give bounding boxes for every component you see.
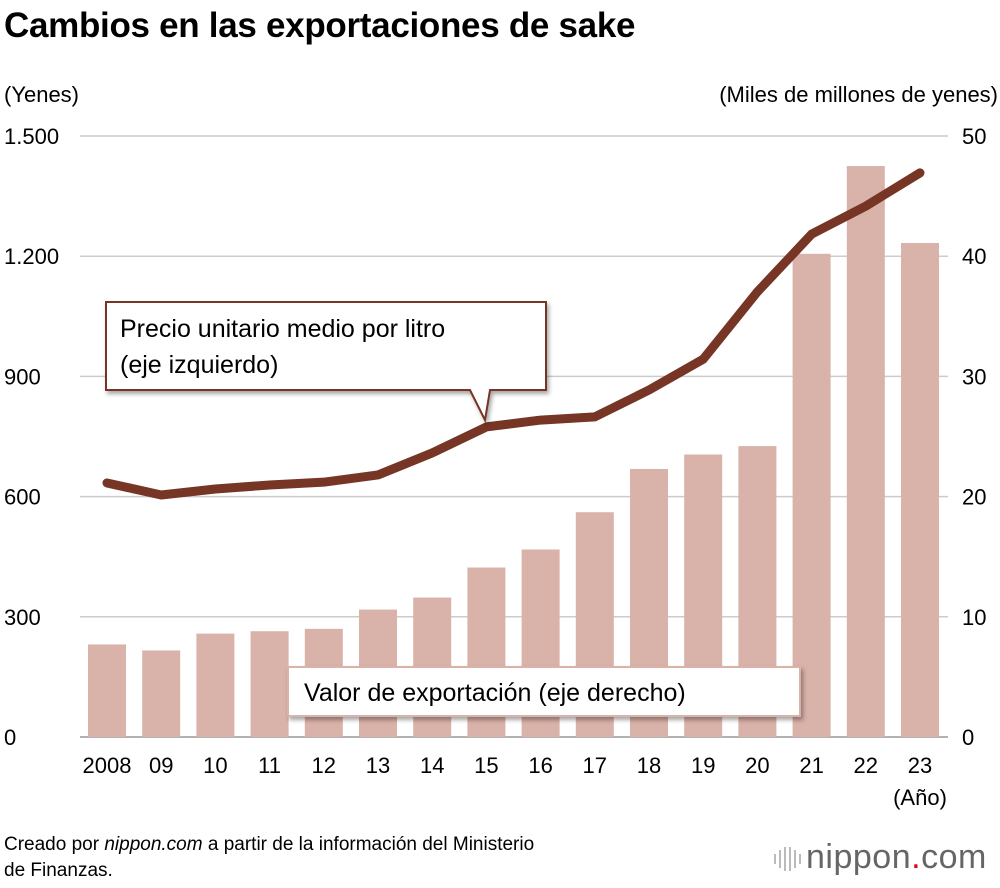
right-tick-label: 40 [962,244,986,269]
bar [846,166,885,738]
x-tick-label: 23 [908,753,932,778]
x-tick-label: 22 [854,753,878,778]
bar [250,631,289,737]
left-tick-label: 300 [4,605,41,630]
nippon-logo: nippon.com [772,838,987,877]
bar [196,633,235,737]
left-tick-label: 1.200 [4,244,59,269]
sound-bars-icon [774,847,801,871]
x-axis-label: (Año) [893,785,947,810]
left-tick-label: 1.500 [4,124,59,149]
bar-callout-box [287,666,801,717]
line-legend-label: (eje izquierdo) [120,351,278,379]
source-prefix: Creado por [4,834,105,855]
x-tick-label: 17 [583,753,607,778]
x-tick-label: 19 [691,753,715,778]
x-tick-label: 13 [366,753,390,778]
right-tick-label: 30 [962,364,986,389]
bar [142,650,181,737]
left-axis-label: (Yenes) [4,82,80,107]
bar-legend-label: Valor de exportación (eje derecho) [304,679,686,707]
bar [792,253,831,737]
right-tick-label: 50 [962,124,986,149]
left-tick-label: 900 [4,364,41,389]
x-tick-label: 2008 [83,753,132,778]
right-tick-label: 10 [962,605,986,630]
line-legend-label: Precio unitario medio por litro [120,315,445,343]
left-tick-label: 0 [4,725,16,750]
x-tick-label: 18 [637,753,661,778]
left-tick-label: 600 [4,485,41,510]
source-line2: de Finanzas. [4,860,113,881]
x-tick-label: 11 [258,753,281,778]
x-tick-label: 21 [799,753,823,778]
right-tick-label: 0 [962,725,974,750]
x-tick-label: 15 [474,753,498,778]
bar [88,644,126,737]
bar [901,242,939,737]
logo-dot: . [911,838,922,876]
x-tick-label: 20 [745,753,769,778]
source-note: Creado por nippon.com a partir de la inf… [4,832,534,884]
x-tick-label: 16 [528,753,552,778]
right-tick-label: 20 [962,485,986,510]
right-axis-label: (Miles de millones de yenes) [719,82,998,107]
x-tick-label: 12 [312,753,336,778]
logo-suffix: com [921,838,987,876]
x-tick-label: 09 [149,753,173,778]
line-series [102,168,925,500]
source-site: nippon.com [104,834,203,855]
source-rest: a partir de la información del Ministeri… [202,834,535,855]
x-tick-label: 10 [203,753,227,778]
line-callout-box [105,301,547,424]
logo-name: nippon [806,838,912,876]
x-tick-label: 14 [420,753,444,778]
chart-title: Cambios en las exportaciones de sake [4,6,636,45]
